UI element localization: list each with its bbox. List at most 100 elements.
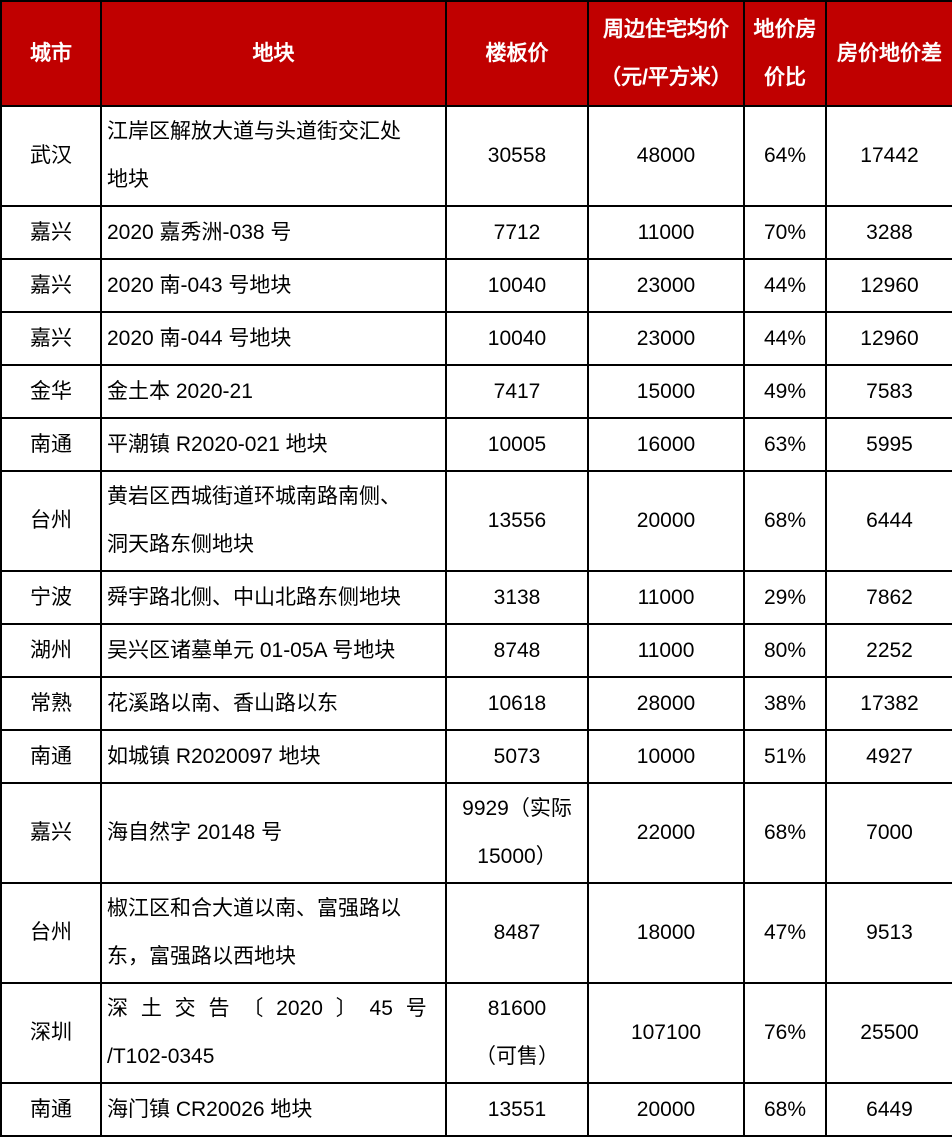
cell-city: 嘉兴 xyxy=(0,205,102,260)
cell-parcel: 舜宇路北侧、中山北路东侧地块 xyxy=(100,570,447,625)
cell-city: 南通 xyxy=(0,729,102,784)
cell-floor-price: 5073 xyxy=(445,729,589,784)
cell-avg-price: 11000 xyxy=(587,570,745,625)
cell-parcel: 金土本 2020-21 xyxy=(100,364,447,419)
cell-floor-price: 3138 xyxy=(445,570,589,625)
cell-parcel: 江岸区解放大道与头道街交汇处 地块 xyxy=(100,105,447,207)
cell-city: 宁波 xyxy=(0,570,102,625)
cell-avg-price: 48000 xyxy=(587,105,745,207)
cell-floor-price: 10005 xyxy=(445,417,589,472)
cell-city: 嘉兴 xyxy=(0,782,102,884)
cell-price-diff: 5995 xyxy=(825,417,952,472)
cell-avg-price: 10000 xyxy=(587,729,745,784)
cell-parcel: 吴兴区诸墓单元 01-05A 号地块 xyxy=(100,623,447,678)
cell-floor-price: 10040 xyxy=(445,258,589,313)
cell-price-diff: 6444 xyxy=(825,470,952,572)
cell-price-diff: 7000 xyxy=(825,782,952,884)
cell-ratio: 63% xyxy=(743,417,827,472)
table-row: 台州 椒江区和合大道以南、富强路以 东，富强路以西地块 8487 18000 4… xyxy=(0,882,952,984)
cell-floor-price: 8748 xyxy=(445,623,589,678)
cell-parcel: 花溪路以南、香山路以东 xyxy=(100,676,447,731)
cell-ratio: 44% xyxy=(743,258,827,313)
cell-price-diff: 2252 xyxy=(825,623,952,678)
cell-floor-price: 13551 xyxy=(445,1082,589,1137)
cell-price-diff: 17442 xyxy=(825,105,952,207)
cell-ratio: 76% xyxy=(743,982,827,1084)
cell-avg-price: 20000 xyxy=(587,470,745,572)
table-row: 台州 黄岩区西城街道环城南路南侧、 洞天路东侧地块 13556 20000 68… xyxy=(0,470,952,572)
cell-avg-price: 16000 xyxy=(587,417,745,472)
col-header-price-diff: 房价地价差 xyxy=(825,0,952,107)
cell-price-diff: 6449 xyxy=(825,1082,952,1137)
cell-price-diff: 3288 xyxy=(825,205,952,260)
cell-ratio: 47% xyxy=(743,882,827,984)
table-row: 嘉兴 2020 南-044 号地块 10040 23000 44% 12960 xyxy=(0,311,952,366)
cell-avg-price: 23000 xyxy=(587,311,745,366)
table-header-row: 城市 地块 楼板价 周边住宅均价 （元/平方米） 地价房 价比 房价地价差 xyxy=(0,0,952,107)
cell-floor-price: 30558 xyxy=(445,105,589,207)
cell-ratio: 44% xyxy=(743,311,827,366)
cell-city: 台州 xyxy=(0,470,102,572)
col-header-floor-price: 楼板价 xyxy=(445,0,589,107)
table-row: 嘉兴 海自然字 20148 号 9929（实际 15000） 22000 68%… xyxy=(0,782,952,884)
cell-parcel: 平潮镇 R2020-021 地块 xyxy=(100,417,447,472)
col-header-parcel: 地块 xyxy=(100,0,447,107)
cell-ratio: 70% xyxy=(743,205,827,260)
cell-city: 嘉兴 xyxy=(0,311,102,366)
cell-floor-price: 81600 （可售） xyxy=(445,982,589,1084)
cell-ratio: 49% xyxy=(743,364,827,419)
cell-city: 台州 xyxy=(0,882,102,984)
table-row: 武汉 江岸区解放大道与头道街交汇处 地块 30558 48000 64% 174… xyxy=(0,105,952,207)
cell-city: 南通 xyxy=(0,1082,102,1137)
cell-avg-price: 15000 xyxy=(587,364,745,419)
table-row: 金华 金土本 2020-21 7417 15000 49% 7583 xyxy=(0,364,952,419)
cell-city: 湖州 xyxy=(0,623,102,678)
table-row: 宁波 舜宇路北侧、中山北路东侧地块 3138 11000 29% 7862 xyxy=(0,570,952,625)
table-row: 嘉兴 2020 嘉秀洲-038 号 7712 11000 70% 3288 xyxy=(0,205,952,260)
cell-city: 深圳 xyxy=(0,982,102,1084)
cell-avg-price: 20000 xyxy=(587,1082,745,1137)
cell-city: 嘉兴 xyxy=(0,258,102,313)
table-row: 南通 平潮镇 R2020-021 地块 10005 16000 63% 5995 xyxy=(0,417,952,472)
table-row: 南通 海门镇 CR20026 地块 13551 20000 68% 6449 xyxy=(0,1082,952,1137)
table-row: 常熟 花溪路以南、香山路以东 10618 28000 38% 17382 xyxy=(0,676,952,731)
cell-floor-price: 10618 xyxy=(445,676,589,731)
table-row: 嘉兴 2020 南-043 号地块 10040 23000 44% 12960 xyxy=(0,258,952,313)
cell-avg-price: 11000 xyxy=(587,623,745,678)
cell-city: 金华 xyxy=(0,364,102,419)
cell-parcel: 海自然字 20148 号 xyxy=(100,782,447,884)
cell-price-diff: 4927 xyxy=(825,729,952,784)
cell-price-diff: 7862 xyxy=(825,570,952,625)
cell-city: 武汉 xyxy=(0,105,102,207)
cell-avg-price: 22000 xyxy=(587,782,745,884)
cell-price-diff: 12960 xyxy=(825,311,952,366)
cell-parcel: 2020 南-044 号地块 xyxy=(100,311,447,366)
cell-city: 南通 xyxy=(0,417,102,472)
cell-avg-price: 11000 xyxy=(587,205,745,260)
cell-ratio: 51% xyxy=(743,729,827,784)
col-header-avg-price: 周边住宅均价 （元/平方米） xyxy=(587,0,745,107)
cell-ratio: 64% xyxy=(743,105,827,207)
col-header-ratio: 地价房 价比 xyxy=(743,0,827,107)
cell-floor-price: 7712 xyxy=(445,205,589,260)
cell-price-diff: 12960 xyxy=(825,258,952,313)
cell-floor-price: 8487 xyxy=(445,882,589,984)
cell-ratio: 80% xyxy=(743,623,827,678)
cell-ratio: 68% xyxy=(743,1082,827,1137)
cell-avg-price: 18000 xyxy=(587,882,745,984)
cell-price-diff: 17382 xyxy=(825,676,952,731)
cell-price-diff: 9513 xyxy=(825,882,952,984)
cell-floor-price: 10040 xyxy=(445,311,589,366)
cell-ratio: 29% xyxy=(743,570,827,625)
cell-avg-price: 28000 xyxy=(587,676,745,731)
cell-parcel: 海门镇 CR20026 地块 xyxy=(100,1082,447,1137)
table-row: 湖州 吴兴区诸墓单元 01-05A 号地块 8748 11000 80% 225… xyxy=(0,623,952,678)
cell-parcel: 如城镇 R2020097 地块 xyxy=(100,729,447,784)
cell-parcel: 2020 嘉秀洲-038 号 xyxy=(100,205,447,260)
table-body: 武汉 江岸区解放大道与头道街交汇处 地块 30558 48000 64% 174… xyxy=(0,105,952,1137)
cell-price-diff: 7583 xyxy=(825,364,952,419)
cell-avg-price: 23000 xyxy=(587,258,745,313)
cell-parcel: 椒江区和合大道以南、富强路以 东，富强路以西地块 xyxy=(100,882,447,984)
cell-parcel: 深 土 交 告 〔 2020 〕 45 号 /T102-0345 xyxy=(100,982,447,1084)
